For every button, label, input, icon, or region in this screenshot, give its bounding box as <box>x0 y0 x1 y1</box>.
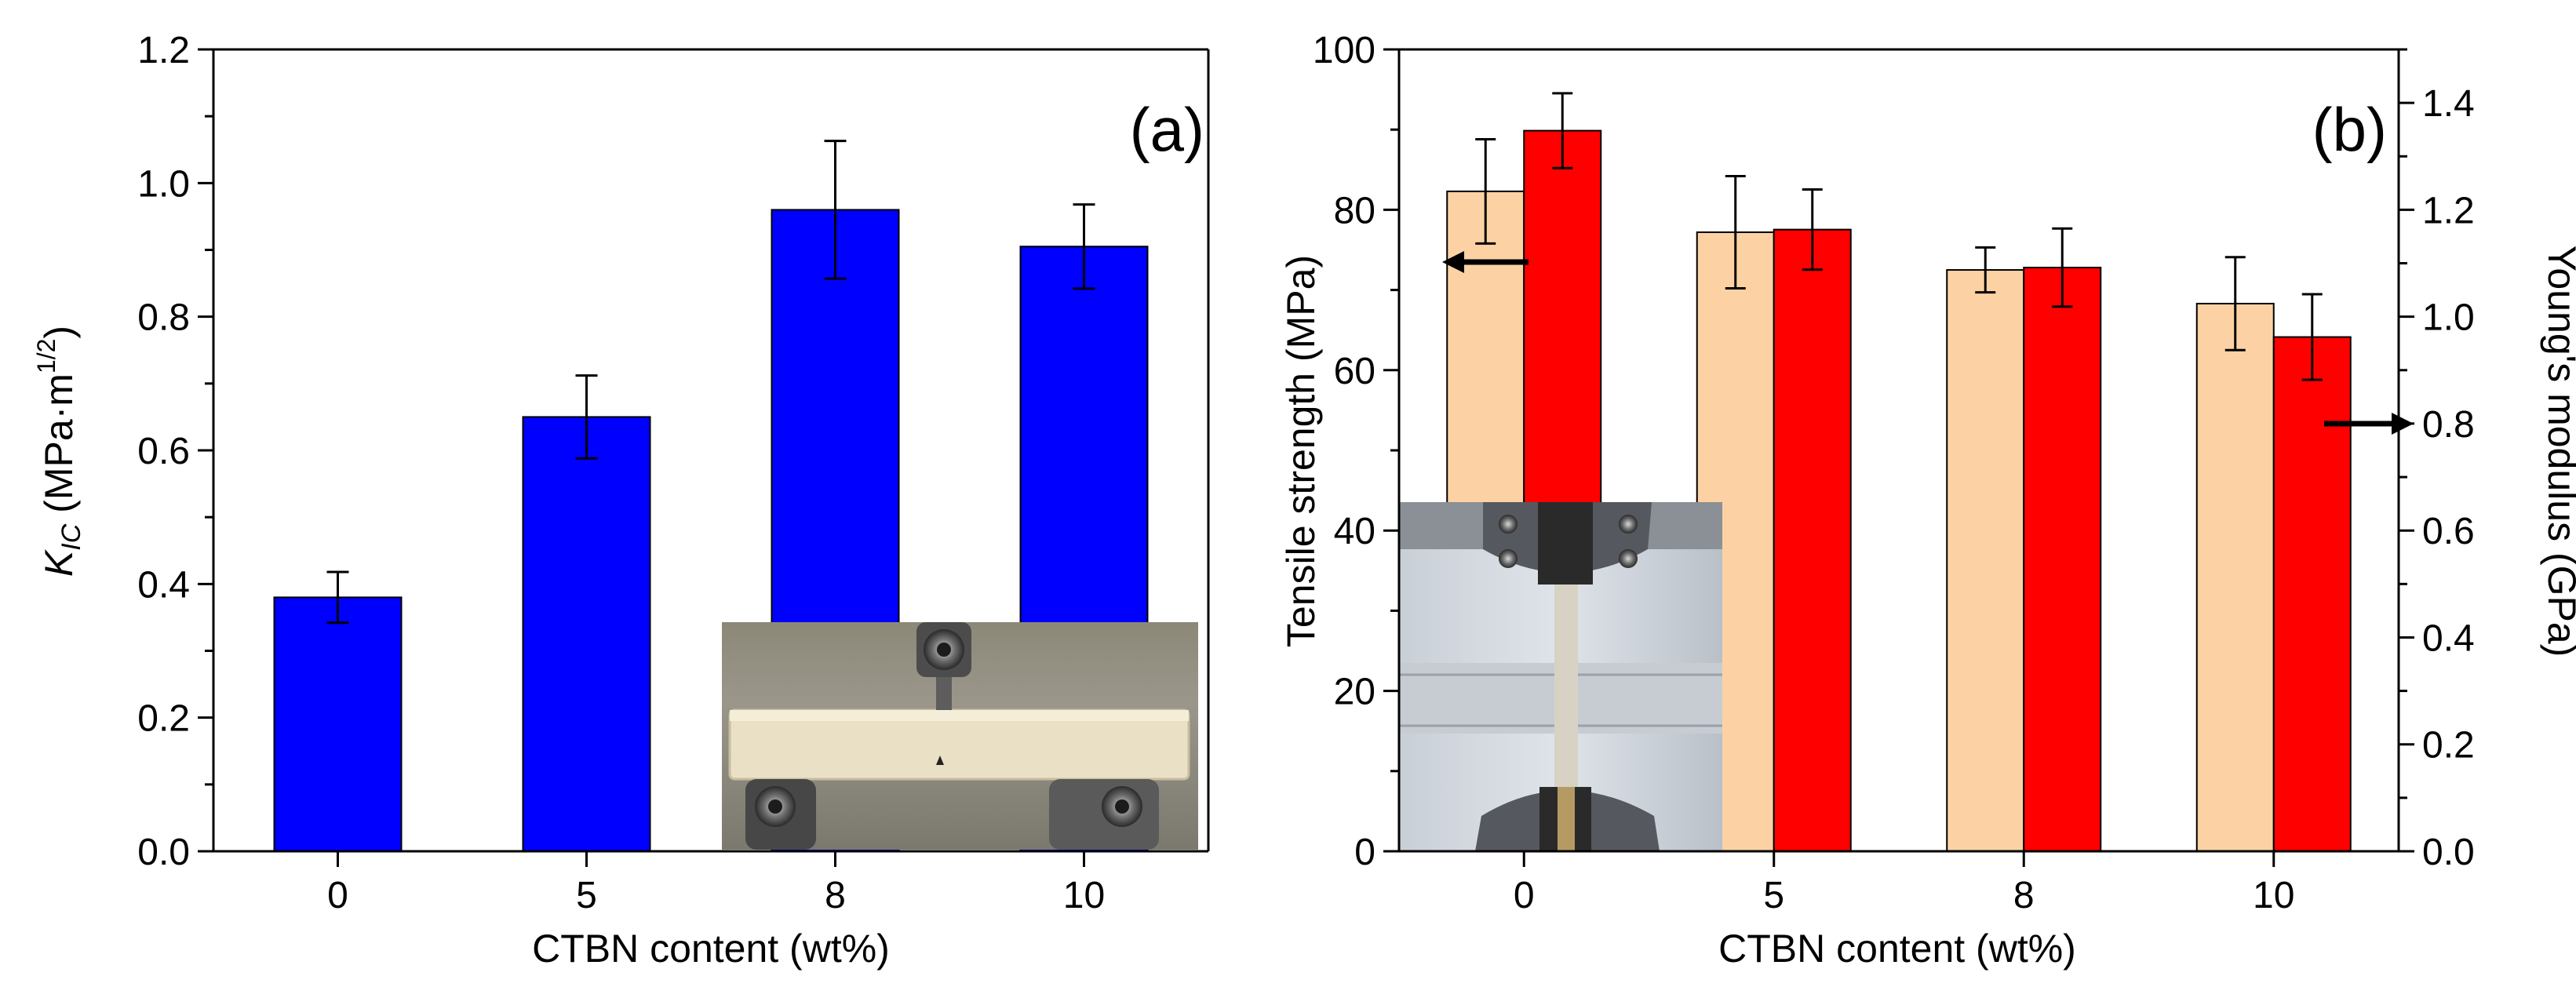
bar-tensile-strength-10 <box>2195 302 2275 852</box>
y-label-exponent: 1/2 <box>32 339 60 373</box>
error-bar-youngs-modulus-10 <box>2301 293 2323 381</box>
error-bar-kic-8 <box>824 140 847 280</box>
y-label-subscript: IC <box>56 523 86 550</box>
error-bar-kic-5 <box>575 374 598 460</box>
panel-b-right-y-ticks: 0.0 0.2 0.4 0.6 0.8 1.0 1.2 1.4 <box>2399 48 2475 873</box>
panel-a-inset-photo <box>722 622 1198 850</box>
bar-kic-5 <box>522 416 651 852</box>
x-tick-label: 5 <box>576 875 597 916</box>
error-bar-tensile-strength-5 <box>1725 174 1746 290</box>
panel-a-error-bars <box>326 140 1095 625</box>
left-y-tick-label: 20 <box>1334 672 1375 713</box>
right-y-tick-label: 0.0 <box>2422 832 2475 873</box>
y-label-close: ) <box>37 326 81 339</box>
error-bar-kic-10 <box>1073 203 1095 290</box>
right-y-tick-label: 1.4 <box>2422 83 2475 125</box>
panel-b-x-ticks: 0 5 8 10 <box>1514 851 2294 916</box>
left-y-tick-label: 80 <box>1334 190 1375 231</box>
right-y-tick-label: 0.4 <box>2422 617 2475 659</box>
panel-a: 0.0 0.2 0.4 0.6 0.8 1.0 1.2 0 5 8 10 CTBN content… <box>32 30 1210 971</box>
x-tick-label: 0 <box>1514 875 1535 916</box>
right-y-tick-label: 1.2 <box>2422 190 2475 231</box>
x-tick-label: 8 <box>2013 875 2035 916</box>
x-tick-label: 5 <box>1763 875 1784 916</box>
x-tick-label: 0 <box>327 875 348 916</box>
panel-b-label: (b) <box>2312 95 2387 164</box>
x-tick-label: 10 <box>2253 875 2294 916</box>
x-tick-label: 8 <box>825 875 846 916</box>
left-y-tick-label: 100 <box>1313 30 1375 71</box>
error-bar-youngs-modulus-5 <box>1802 188 1823 271</box>
x-tick-label: 10 <box>1063 875 1105 916</box>
panel-a-x-ticks: 0 5 8 10 <box>327 851 1105 916</box>
y-tick-label: 0.6 <box>137 431 190 472</box>
panel-b-right-y-axis-label: Young's modulus (GPa) <box>2540 246 2576 657</box>
left-y-tick-label: 60 <box>1334 351 1375 392</box>
panel-a-x-axis-label: CTBN content (wt%) <box>532 927 890 971</box>
right-y-tick-label: 0.8 <box>2422 404 2475 446</box>
right-y-tick-label: 1.0 <box>2422 297 2475 339</box>
y-tick-label: 1.0 <box>137 163 190 205</box>
error-bar-youngs-modulus-0 <box>1552 92 1573 169</box>
right-y-tick-label: 0.2 <box>2422 725 2475 767</box>
panel-b-left-axis-arrow <box>1442 251 1528 273</box>
panel-b-error-bars <box>1475 92 2323 381</box>
panel-b-left-y-ticks: 0 20 40 60 80 100 <box>1313 30 1399 873</box>
error-bar-youngs-modulus-8 <box>2052 227 2073 308</box>
y-label-units: (MPa·m <box>37 373 81 524</box>
bar-youngs-modulus-10 <box>2272 336 2352 853</box>
panel-a-y-ticks: 0.0 0.2 0.4 0.6 0.8 1.0 1.2 <box>137 30 213 873</box>
panel-b-x-axis-label: CTBN content (wt%) <box>1718 927 2076 971</box>
right-y-tick-label: 0.6 <box>2422 511 2475 552</box>
panel-a-label: (a) <box>1130 95 1204 164</box>
y-tick-label: 1.2 <box>137 30 190 71</box>
error-bar-tensile-strength-8 <box>1975 246 1996 294</box>
bar-youngs-modulus-8 <box>2023 266 2102 852</box>
error-bar-tensile-strength-10 <box>2224 256 2246 351</box>
error-bar-tensile-strength-0 <box>1475 137 1496 245</box>
panel-b-left-y-axis-label: Tensile strength (MPa) <box>1279 255 1323 647</box>
panel-a-y-axis-label: KIC (MPa·m1/2) <box>32 326 86 577</box>
y-tick-label: 0.4 <box>137 564 190 606</box>
bar-youngs-modulus-5 <box>1773 228 1852 853</box>
y-tick-label: 0.0 <box>137 832 190 873</box>
error-bar-kic-0 <box>326 570 349 625</box>
panel-b: 0 20 40 60 80 100 0.0 0.2 0.4 0.6 0.8 1.0 1.2 1.4 0 5… <box>1279 30 2576 971</box>
left-y-tick-label: 0 <box>1354 832 1375 873</box>
y-tick-label: 0.8 <box>137 297 190 339</box>
bar-kic-0 <box>273 596 403 852</box>
left-y-tick-label: 40 <box>1334 511 1375 552</box>
y-tick-label: 0.2 <box>137 698 190 740</box>
panel-b-inset-photo <box>1399 502 1722 851</box>
panel-b-axes-frame <box>1397 48 2400 853</box>
bar-tensile-strength-8 <box>1946 269 2025 852</box>
y-label-symbol: K <box>37 548 81 577</box>
